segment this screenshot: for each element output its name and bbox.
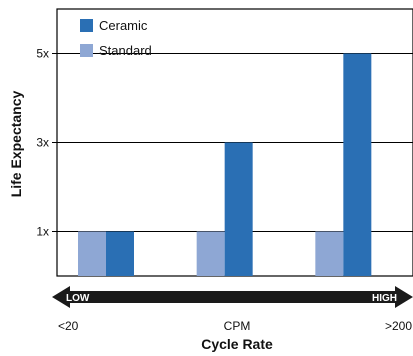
x-axis-title: Cycle Rate	[201, 336, 273, 352]
arrow-label-low: LOW	[66, 293, 90, 304]
x-scale-label-left: <20	[58, 319, 79, 333]
y-axis-title: Life Expectancy	[8, 90, 24, 197]
bar-ceramic-2	[343, 53, 372, 276]
bar-ceramic-1	[224, 142, 253, 276]
arrow-label-high: HIGH	[372, 293, 397, 304]
y-tick-label-2: 5x	[36, 47, 49, 61]
bar-standard-1	[196, 231, 225, 276]
legend-swatch-standard	[80, 44, 93, 57]
legend: Ceramic Standard	[80, 18, 152, 58]
legend-label-standard: Standard	[99, 43, 152, 58]
legend-swatch-ceramic	[80, 19, 93, 32]
bar-standard-2	[315, 231, 344, 276]
bar-standard-0	[78, 231, 106, 276]
low-high-arrow: LOW HIGH	[52, 286, 413, 308]
y-tick-labels: 1x 3x 5x	[36, 47, 57, 239]
bars	[78, 53, 372, 276]
legend-label-ceramic: Ceramic	[99, 18, 148, 33]
x-scale-label-center: CPM	[224, 319, 251, 333]
double-arrow-shape	[52, 286, 413, 308]
y-tick-label-0: 1x	[36, 225, 49, 239]
y-tick-label-1: 3x	[36, 136, 49, 150]
x-scale-label-right: >200	[385, 319, 412, 333]
bar-ceramic-0	[106, 231, 134, 276]
